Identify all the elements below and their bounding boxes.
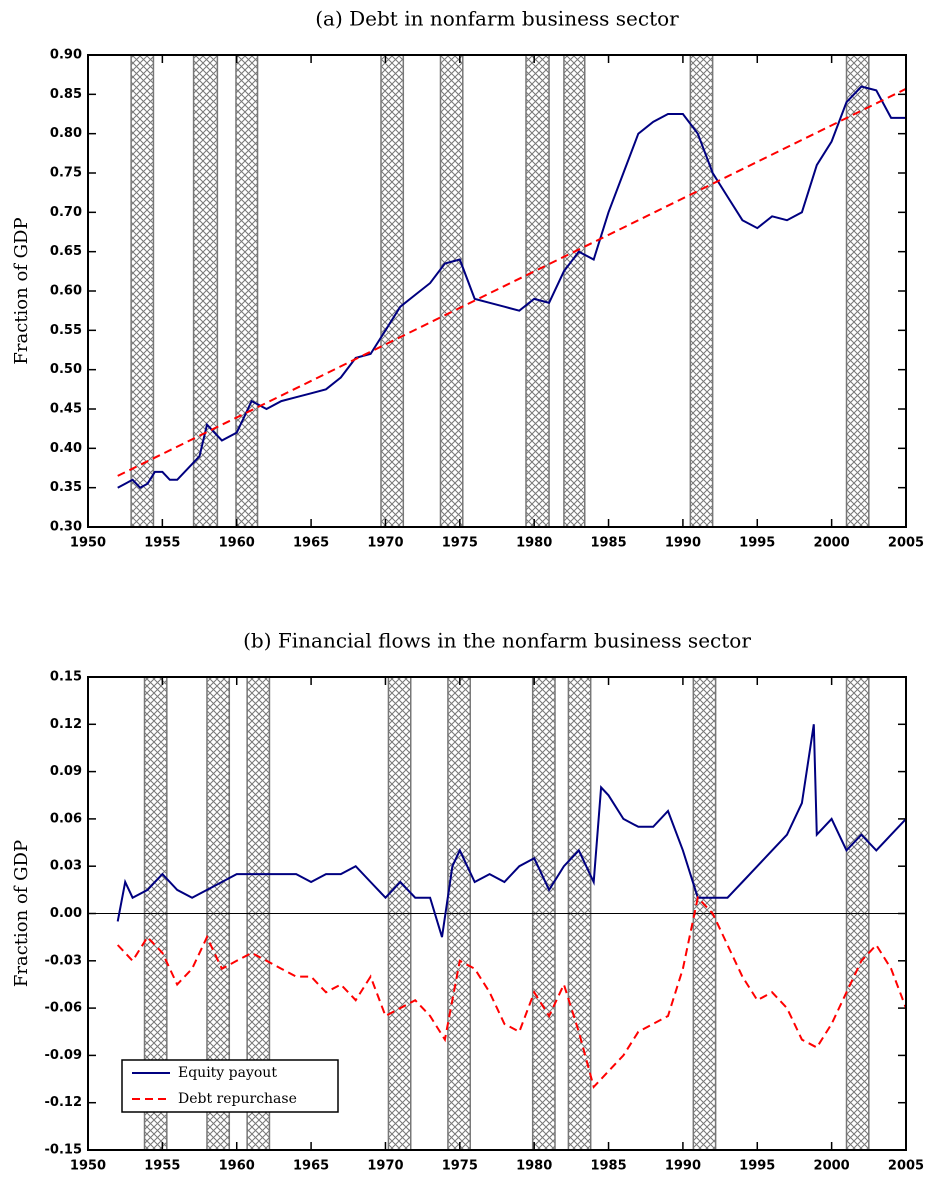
x-tick-label: 1975 xyxy=(442,536,478,551)
y-tick-label: 0.15 xyxy=(50,670,82,685)
y-tick-label: 0.75 xyxy=(50,166,82,181)
y-tick-label: 0.55 xyxy=(50,323,82,338)
y-axis-label: Fraction of GDP xyxy=(11,217,32,364)
x-tick-label: 1970 xyxy=(367,1159,403,1174)
legend-box xyxy=(121,1059,339,1113)
x-tick-label: 1950 xyxy=(70,536,106,551)
y-tick-label: 0.12 xyxy=(50,717,82,732)
y-tick-label: 0.90 xyxy=(50,48,82,63)
y-tick-label: -0.12 xyxy=(45,1095,82,1110)
y-tick-label: 0.06 xyxy=(50,811,82,826)
x-tick-label: 1950 xyxy=(70,1159,106,1174)
recession-band xyxy=(525,54,550,528)
x-tick-label: 1990 xyxy=(665,1159,701,1174)
x-tick-label: 1955 xyxy=(144,536,180,551)
x-tick-label: 1995 xyxy=(739,1159,775,1174)
x-tick-label: 1970 xyxy=(367,536,403,551)
x-tick-label: 1960 xyxy=(219,536,255,551)
legend-label: Equity payout xyxy=(178,1065,277,1081)
y-tick-label: 0.09 xyxy=(50,764,82,779)
y-tick-label: -0.15 xyxy=(45,1143,82,1158)
y-tick-label: 0.65 xyxy=(50,244,82,259)
recession-band xyxy=(192,54,219,528)
y-tick-label: -0.06 xyxy=(45,1001,82,1016)
x-tick-label: 1965 xyxy=(293,1159,329,1174)
data-line xyxy=(117,87,907,477)
y-tick-label: 0.35 xyxy=(50,480,82,495)
recession-band xyxy=(689,54,714,528)
x-tick-label: 1985 xyxy=(590,536,626,551)
y-tick-label: 0.85 xyxy=(50,87,82,102)
chart-title: (a) Debt in nonfarm business sector xyxy=(315,7,679,31)
x-tick-label: 2000 xyxy=(814,1159,850,1174)
y-tick-label: 0.45 xyxy=(50,402,82,417)
y-axis-label: Fraction of GDP xyxy=(11,840,32,987)
y-tick-label: -0.09 xyxy=(45,1048,82,1063)
data-line xyxy=(116,895,907,1089)
data-line xyxy=(117,85,906,489)
x-tick-label: 1985 xyxy=(590,1159,626,1174)
y-tick-label: 0.50 xyxy=(50,362,82,377)
x-tick-label: 1990 xyxy=(665,536,701,551)
legend-label: Debt repurchase xyxy=(178,1091,297,1107)
x-tick-label: 1980 xyxy=(516,536,552,551)
x-tick-label: 1960 xyxy=(219,1159,255,1174)
x-tick-label: 2000 xyxy=(814,536,850,551)
data-line xyxy=(116,724,907,938)
x-tick-label: 1995 xyxy=(739,536,775,551)
y-tick-label: 0.03 xyxy=(50,859,82,874)
x-tick-label: 1955 xyxy=(144,1159,180,1174)
x-tick-label: 1965 xyxy=(293,536,329,551)
recession-band xyxy=(845,54,870,528)
x-tick-label: 1975 xyxy=(442,1159,478,1174)
recession-band xyxy=(563,54,586,528)
y-tick-label: 0.40 xyxy=(50,441,82,456)
x-tick-label: 2005 xyxy=(888,536,924,551)
recession-band xyxy=(439,54,464,528)
chart-title: (b) Financial flows in the nonfarm busin… xyxy=(243,629,751,653)
recession-band xyxy=(130,54,155,528)
y-tick-label: 0.60 xyxy=(50,284,82,299)
y-tick-label: -0.03 xyxy=(45,953,82,968)
y-tick-label: 0.80 xyxy=(50,126,82,141)
y-tick-label: 0.30 xyxy=(50,520,82,535)
recession-band xyxy=(235,54,259,528)
y-tick-label: 0.00 xyxy=(50,906,82,921)
plot-frame xyxy=(87,676,907,1151)
x-tick-label: 2005 xyxy=(888,1159,924,1174)
recession-band xyxy=(380,54,405,528)
plot-frame xyxy=(87,54,907,528)
y-tick-label: 0.70 xyxy=(50,205,82,220)
x-tick-label: 1980 xyxy=(516,1159,552,1174)
